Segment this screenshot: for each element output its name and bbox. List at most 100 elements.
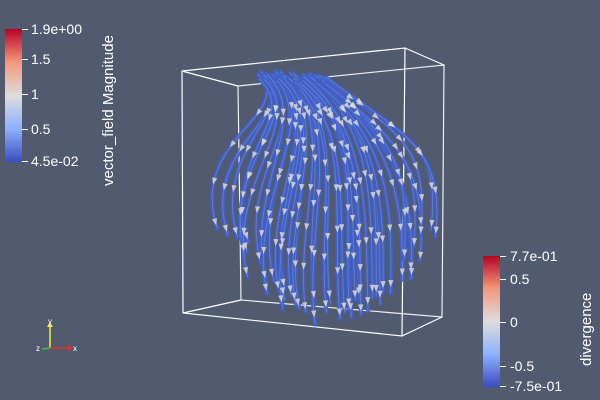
glyph-arrow-icon bbox=[408, 262, 414, 270]
glyph-arrow-icon bbox=[387, 224, 393, 232]
glyph-arrow-icon bbox=[292, 103, 298, 111]
glyph-arrow-icon bbox=[229, 140, 237, 148]
glyph-arrow-icon bbox=[399, 268, 405, 276]
glyph-arrow-icon bbox=[316, 189, 322, 197]
glyph-arrow-icon bbox=[346, 118, 353, 126]
glyph-arrow-icon bbox=[356, 240, 362, 248]
glyph-arrow-icon bbox=[294, 298, 300, 306]
glyph-arrow-icon bbox=[292, 122, 298, 130]
glyph-arrow-icon bbox=[268, 113, 274, 121]
glyph-arrow-icon bbox=[352, 119, 360, 127]
glyph-arrow-icon bbox=[345, 204, 351, 212]
glyph-arrow-icon bbox=[358, 304, 364, 312]
glyph-arrow-icon bbox=[357, 177, 363, 185]
colorbar-gradient bbox=[483, 256, 500, 387]
glyph-arrow-icon bbox=[409, 268, 415, 276]
glyph-arrow-icon bbox=[363, 237, 369, 245]
glyph-arrow-icon bbox=[264, 150, 270, 159]
colorbar-tick-label: 1.5 bbox=[31, 51, 51, 67]
colorbar-min-label: -7.5e-01 bbox=[510, 378, 563, 394]
glyph-arrow-icon bbox=[290, 210, 296, 219]
glyph-arrow-icon bbox=[402, 249, 408, 257]
glyph-arrow-icon bbox=[266, 107, 272, 115]
glyph-arrow-icon bbox=[279, 231, 285, 240]
z-axis-label: z bbox=[36, 344, 40, 353]
glyph-arrow-icon bbox=[339, 263, 345, 271]
glyph-arrow-icon bbox=[412, 205, 418, 213]
glyph-arrow-icon bbox=[345, 251, 351, 259]
glyph-arrow-icon bbox=[369, 118, 377, 126]
glyph-arrow-icon bbox=[333, 184, 339, 192]
glyph-arrow-icon bbox=[326, 111, 333, 119]
glyph-arrow-icon bbox=[354, 229, 360, 237]
glyph-arrow-icon bbox=[247, 172, 253, 180]
glyph-arrow-icon bbox=[370, 191, 376, 199]
glyph-arrow-icon bbox=[338, 119, 344, 128]
glyph-arrow-icon bbox=[357, 264, 363, 272]
glyph-arrow-icon bbox=[282, 208, 288, 216]
glyph-arrow-icon bbox=[311, 249, 317, 257]
glyph-arrow-icon bbox=[326, 290, 332, 298]
glyph-arrow-icon bbox=[255, 252, 261, 260]
glyph-arrow-icon bbox=[240, 191, 246, 199]
glyph-arrow-icon bbox=[342, 115, 348, 124]
glyph-arrow-icon bbox=[259, 229, 265, 238]
glyph-arrow-icon bbox=[352, 290, 358, 298]
glyph-arrow-icon bbox=[353, 195, 359, 203]
glyph-arrow-icon bbox=[380, 281, 386, 289]
glyph-arrow-icon bbox=[339, 224, 345, 232]
glyph-arrow-icon bbox=[301, 145, 307, 153]
glyph-arrow-icon bbox=[280, 278, 286, 286]
glyph-arrow-icon bbox=[361, 169, 368, 178]
glyph-arrow-icon bbox=[337, 184, 343, 192]
colorbar-tick-label: 0.5 bbox=[510, 271, 530, 287]
glyph-arrow-icon bbox=[298, 125, 304, 133]
glyph-arrow-icon bbox=[370, 137, 377, 146]
streamline-highlight bbox=[261, 73, 284, 282]
glyph-arrow-icon bbox=[418, 251, 424, 259]
colorbar-min-label: 4.5e-02 bbox=[31, 153, 79, 169]
z-axis-line bbox=[41, 347, 51, 350]
glyph-arrow-icon bbox=[345, 151, 351, 160]
glyph-arrow-icon bbox=[339, 105, 347, 113]
colorbar-max-label: 7.7e-01 bbox=[510, 248, 558, 264]
streamline-highlight bbox=[294, 81, 346, 313]
glyph-arrow-icon bbox=[322, 159, 328, 167]
glyph-arrow-icon bbox=[296, 107, 302, 115]
glyph-arrow-icon bbox=[286, 248, 292, 256]
glyph-arrow-icon bbox=[412, 182, 418, 191]
glyph-arrow-icon bbox=[406, 172, 412, 180]
glyph-arrow-icon bbox=[290, 181, 297, 189]
glyph-arrow-icon bbox=[312, 112, 318, 121]
glyph-arrow-icon bbox=[362, 145, 368, 153]
glyph-arrow-icon bbox=[321, 105, 328, 114]
glyph-arrow-icon bbox=[389, 179, 395, 187]
y-axis-label: y bbox=[48, 318, 52, 326]
glyph-arrow-icon bbox=[268, 217, 274, 226]
colorbar-tick-label: 0.5 bbox=[31, 121, 51, 137]
glyph-arrow-icon bbox=[301, 302, 308, 310]
colorbar-tick-label: -0.5 bbox=[510, 358, 535, 374]
glyph-arrow-icon bbox=[278, 243, 284, 251]
glyph-arrow-icon bbox=[323, 206, 329, 214]
glyph-arrow-icon bbox=[303, 105, 309, 113]
glyph-arrow-icon bbox=[232, 226, 238, 235]
glyph-arrow-icon bbox=[391, 142, 399, 150]
glyph-arrow-icon bbox=[313, 128, 319, 137]
glyph-arrow-icon bbox=[418, 217, 424, 225]
glyph-arrow-icon bbox=[296, 202, 302, 210]
colorbar-tick-label: 0 bbox=[510, 314, 518, 330]
streamline-tubes bbox=[210, 69, 439, 327]
glyph-arrow-icon bbox=[346, 93, 354, 100]
glyph-arrow-icon bbox=[397, 151, 404, 159]
glyph-arrow-icon bbox=[325, 175, 331, 183]
glyph-arrow-icon bbox=[365, 297, 371, 305]
glyph-arrow-icon bbox=[377, 169, 383, 177]
glyph-arrow-icon bbox=[302, 157, 309, 165]
glyph-arrow-icon bbox=[278, 295, 284, 303]
glyph-arrow-icon bbox=[394, 168, 400, 176]
glyph-arrow-icon bbox=[349, 214, 356, 222]
glyph-arrow-icon bbox=[250, 188, 256, 196]
glyph-arrow-icon bbox=[341, 157, 347, 165]
